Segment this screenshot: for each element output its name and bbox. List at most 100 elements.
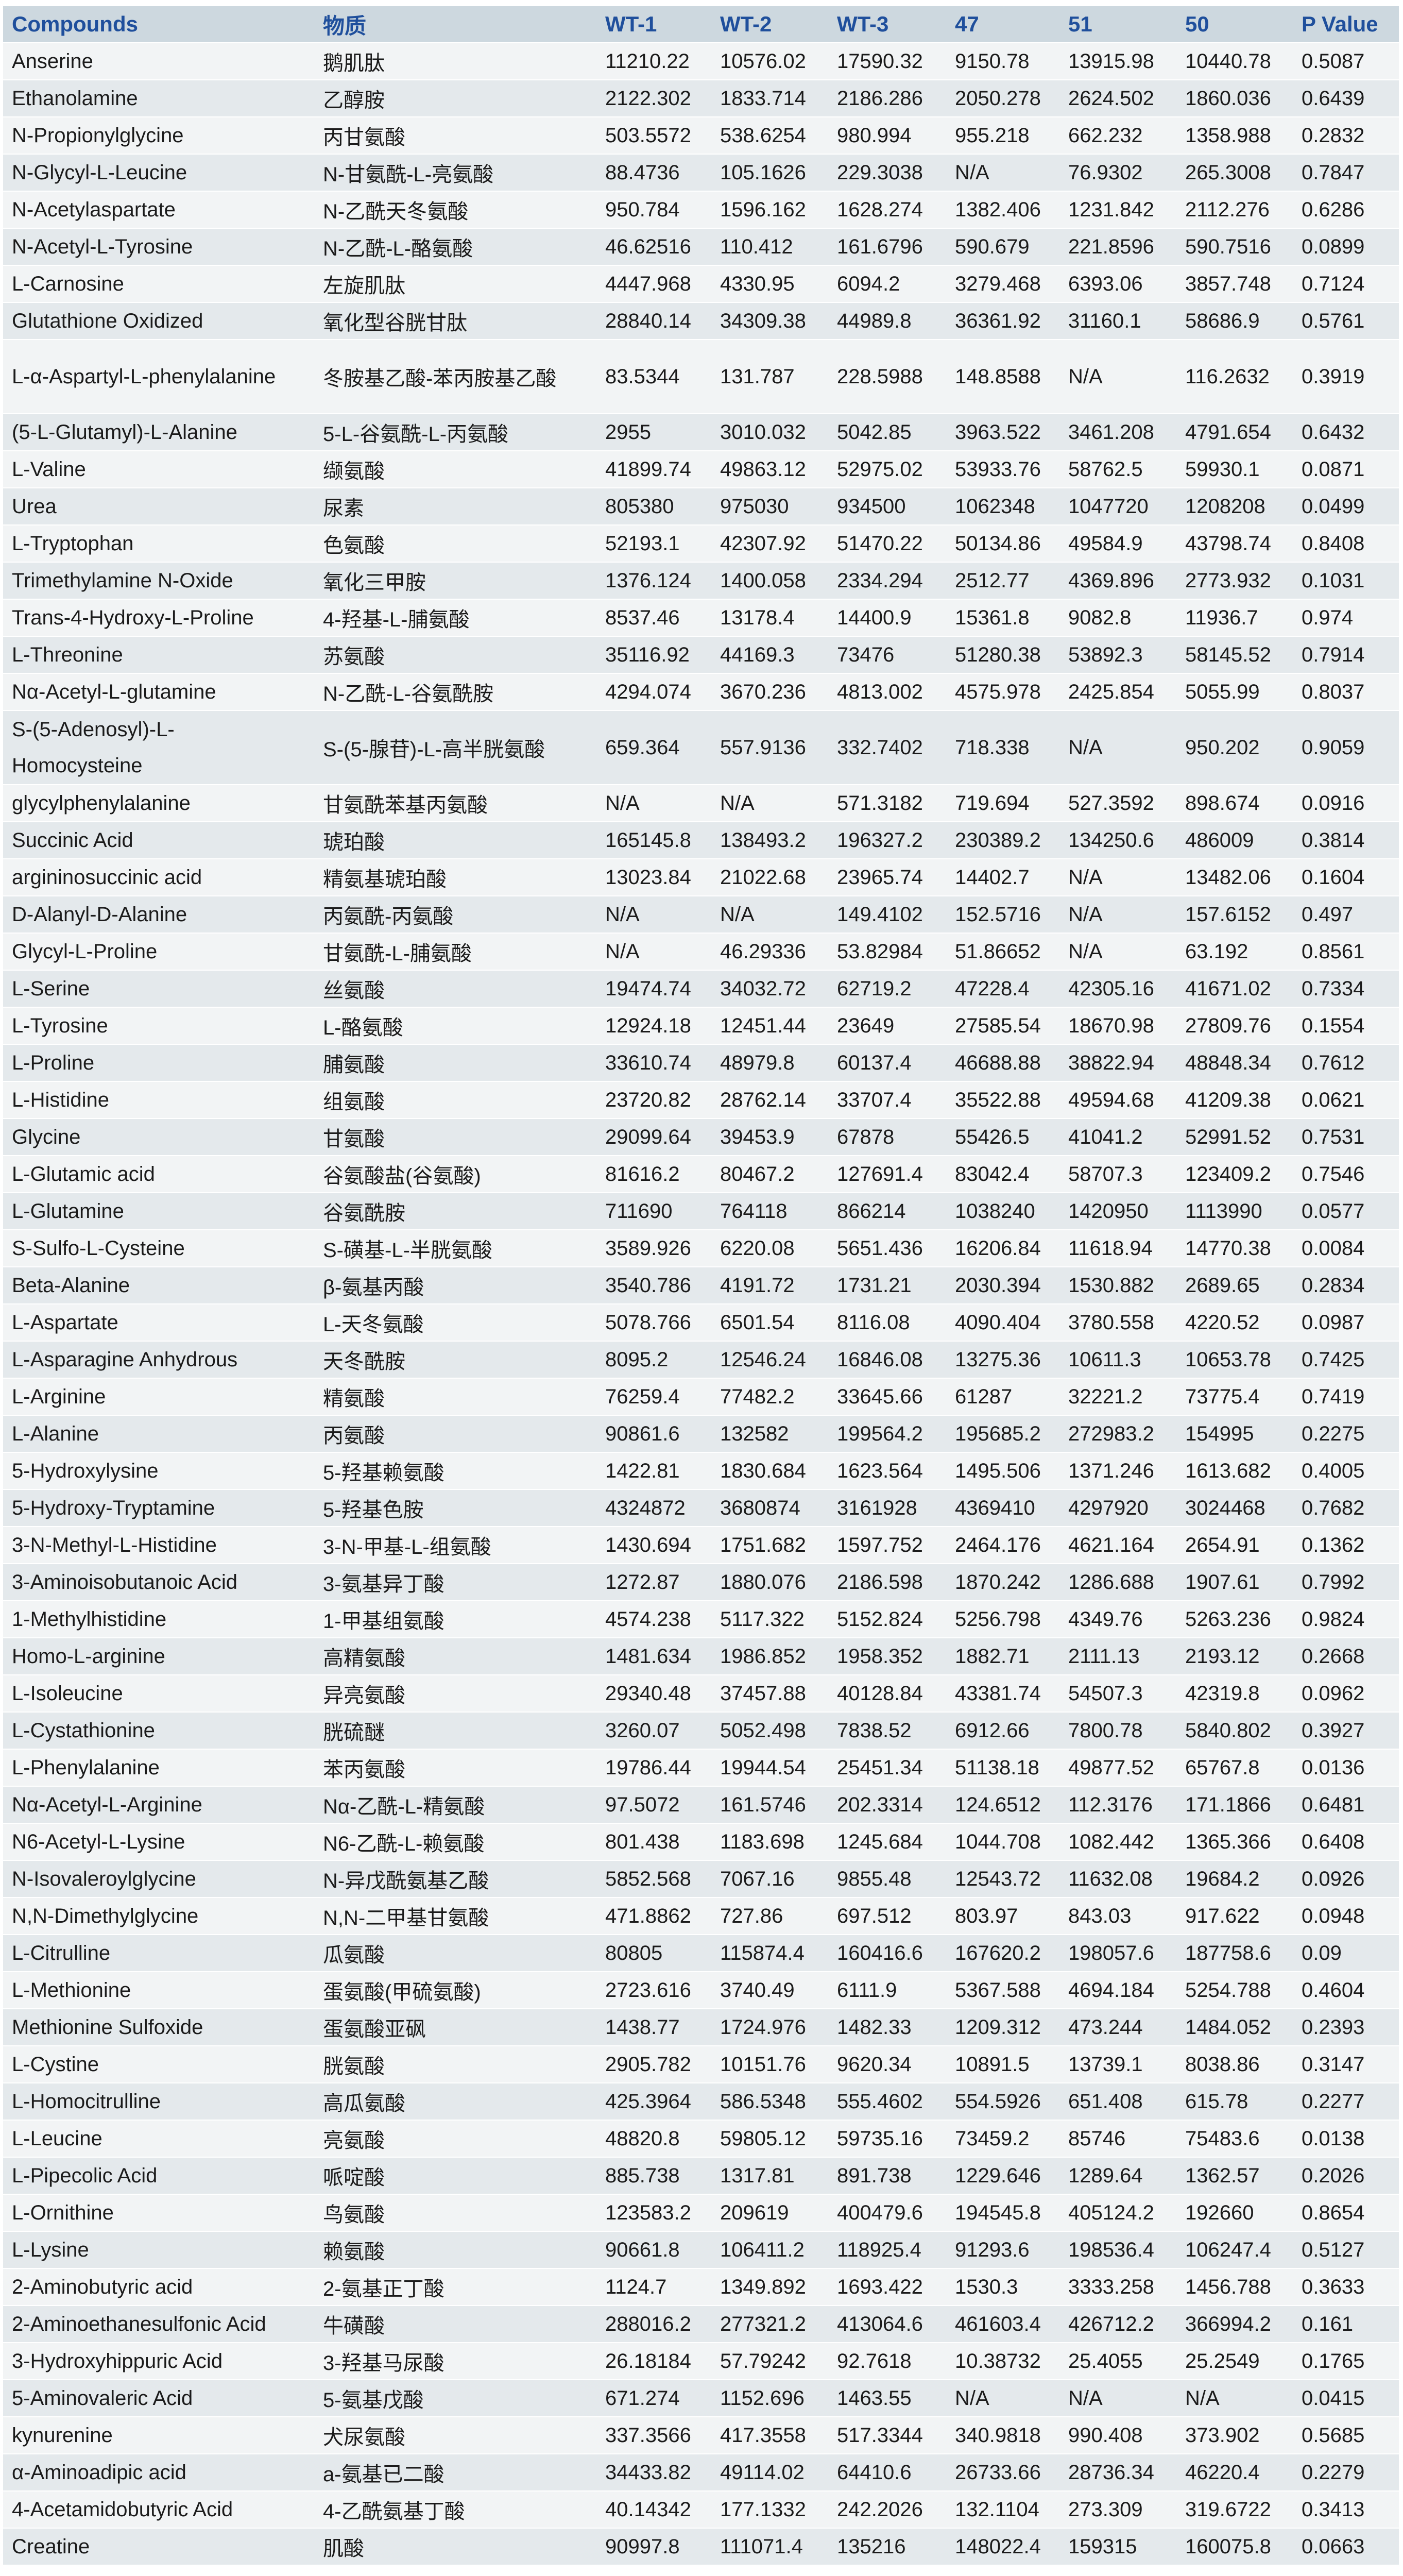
cell-text: 115874.4: [720, 1941, 805, 1964]
table-cell: 9082.8: [1059, 600, 1176, 636]
table-cell: 0.4005: [1293, 1453, 1399, 1489]
table-cell: 0.6286: [1293, 192, 1399, 228]
cell-text: 46688.88: [955, 1051, 1041, 1074]
cell-text: N6-Acetyl-L-Lysine: [12, 1830, 185, 1853]
cell-text: 167620.2: [955, 1941, 1041, 1964]
table-cell: 5-L-谷氨酰-L-丙氨酸: [314, 414, 596, 450]
table-cell: N/A: [1059, 711, 1176, 784]
cell-text: 2186.286: [837, 87, 923, 110]
table-cell: 486009: [1176, 822, 1293, 858]
table-cell: 0.2668: [1293, 1638, 1399, 1674]
table-cell: 组氨酸: [314, 1082, 596, 1118]
table-cell: 2050.278: [946, 80, 1059, 116]
table-cell: 0.2834: [1293, 1267, 1399, 1303]
cell-text: 5263.236: [1185, 1607, 1271, 1631]
cell-text: 26733.66: [955, 2461, 1041, 2484]
table-cell: 12543.72: [946, 1861, 1059, 1897]
table-cell: 0.09: [1293, 1935, 1399, 1971]
table-cell: Homo-L-arginine: [3, 1638, 314, 1674]
table-cell: 209619: [711, 2195, 828, 2231]
table-cell: 0.3413: [1293, 2492, 1399, 2528]
cell-text: 843.03: [1068, 1904, 1132, 1927]
cell-text: 12546.24: [720, 1348, 806, 1371]
table-cell: 13275.36: [946, 1342, 1059, 1378]
table-cell: 3-Aminoisobutanoic Acid: [3, 1564, 314, 1600]
table-row: kynurenine 犬尿氨酸 337.3566 417.3558 517.3344 34…: [3, 2417, 1399, 2454]
cell-text: 1530.882: [1068, 1274, 1154, 1297]
cell-text: 精氨基琥珀酸: [323, 868, 447, 891]
table-cell: 左旋肌肽: [314, 266, 596, 302]
table-cell: 461603.4: [946, 2306, 1059, 2342]
table-cell: 21022.68: [711, 859, 828, 895]
table-row: Ethanolamine 乙醇胺 2122.302 1833.714 2186.286 2…: [3, 80, 1399, 117]
table-cell: 90997.8: [596, 2529, 711, 2565]
table-cell: 990.408: [1059, 2417, 1176, 2453]
cell-text: 111071.4: [720, 2535, 803, 2558]
cell-text: 0.2834: [1302, 1274, 1365, 1297]
table-header: Compounds 物质 WT-1 WT-2 WT-3 47 51 50 P Value: [3, 6, 1399, 43]
cell-text: 426712.2: [1068, 2312, 1154, 2335]
table-cell: 33707.4: [828, 1082, 946, 1118]
table-cell: 83042.4: [946, 1156, 1059, 1192]
cell-text: 0.6439: [1302, 87, 1365, 110]
table-cell: 49584.9: [1059, 526, 1176, 562]
cell-text: L-Serine: [12, 977, 90, 1000]
cell-text: 4297920: [1068, 1496, 1149, 1519]
cell-text: 36361.92: [955, 309, 1041, 332]
table-cell: 28840.14: [596, 303, 711, 339]
cell-text: 3260.07: [605, 1719, 680, 1742]
table-cell: 5-Hydroxylysine: [3, 1453, 314, 1489]
cell-text: 42307.92: [720, 532, 806, 555]
cell-text: N/A: [720, 791, 755, 815]
table-cell: 4575.978: [946, 674, 1059, 710]
cell-text: L-Cystathionine: [12, 1719, 155, 1742]
table-row: L-Tyrosine L-酪氨酸 12924.18 12451.44 23649 2758…: [3, 1008, 1399, 1045]
table-cell: 154995: [1176, 1416, 1293, 1452]
table-cell: 0.0663: [1293, 2529, 1399, 2565]
cell-text: Nα-Acetyl-L-Arginine: [12, 1793, 202, 1816]
cell-text: 58707.3: [1068, 1162, 1143, 1185]
cell-text: 273.309: [1068, 2498, 1143, 2521]
table-cell: 152.5716: [946, 896, 1059, 933]
cell-text: 221.8596: [1068, 235, 1154, 258]
table-cell: 3260.07: [596, 1713, 711, 1749]
table-cell: 16206.84: [946, 1230, 1059, 1266]
cell-text: 4813.002: [837, 680, 923, 703]
table-cell: L-Phenylalanine: [3, 1750, 314, 1786]
cell-text: 4191.72: [720, 1274, 795, 1297]
table-cell: 1860.036: [1176, 80, 1293, 116]
table-cell: 13739.1: [1059, 2046, 1176, 2082]
cell-text: 1481.634: [605, 1645, 691, 1668]
table-cell: 3857.748: [1176, 266, 1293, 302]
table-cell: 13915.98: [1059, 43, 1176, 79]
cell-text: 195685.2: [955, 1422, 1041, 1445]
cell-text: 0.7334: [1302, 977, 1365, 1000]
table-cell: 9150.78: [946, 43, 1059, 79]
cell-text: 885.738: [605, 2164, 680, 2187]
table-cell: 1152.696: [711, 2380, 828, 2416]
cell-text: 3-N-甲基-L-组氨酸: [323, 1536, 491, 1558]
cell-text: 琥珀酸: [323, 831, 385, 854]
cell-text: 1038240: [955, 1199, 1035, 1223]
table-cell: 230389.2: [946, 822, 1059, 858]
table-row: 2-Aminoethanesulfonic Acid 牛磺酸 288016.2 277…: [3, 2306, 1399, 2343]
table-cell: 161.5746: [711, 1787, 828, 1823]
table-cell: D-Alanyl-D-Alanine: [3, 896, 314, 933]
table-row: (5-L-Glutamyl)-L-Alanine 5-L-谷氨酰-L-丙氨酸 295…: [3, 414, 1399, 451]
cell-text: 0.2668: [1302, 1645, 1365, 1668]
table-cell: 980.994: [828, 117, 946, 154]
table-row: L-Leucine 亮氨酸 48820.8 59805.12 59735.16 73459…: [3, 2121, 1399, 2158]
cell-text: 23649: [837, 1014, 895, 1037]
cell-text: 8095.2: [605, 1348, 669, 1371]
cell-text: 1484.052: [1185, 2015, 1271, 2039]
cell-text: 727.86: [720, 1904, 783, 1927]
table-cell: 苯丙氨酸: [314, 1750, 596, 1786]
cell-text: 6111.9: [837, 1978, 897, 2002]
cell-text: 0.0916: [1302, 791, 1365, 815]
cell-text: 1882.71: [955, 1645, 1030, 1668]
cell-text: 丙氨酸: [323, 1425, 385, 1447]
table-cell: 5-羟基赖氨酸: [314, 1453, 596, 1489]
table-cell: 0.0899: [1293, 229, 1399, 265]
table-cell: 14400.9: [828, 600, 946, 636]
table-row: L-Homocitrulline 高瓜氨酸 425.3964 586.5348 555.…: [3, 2083, 1399, 2121]
